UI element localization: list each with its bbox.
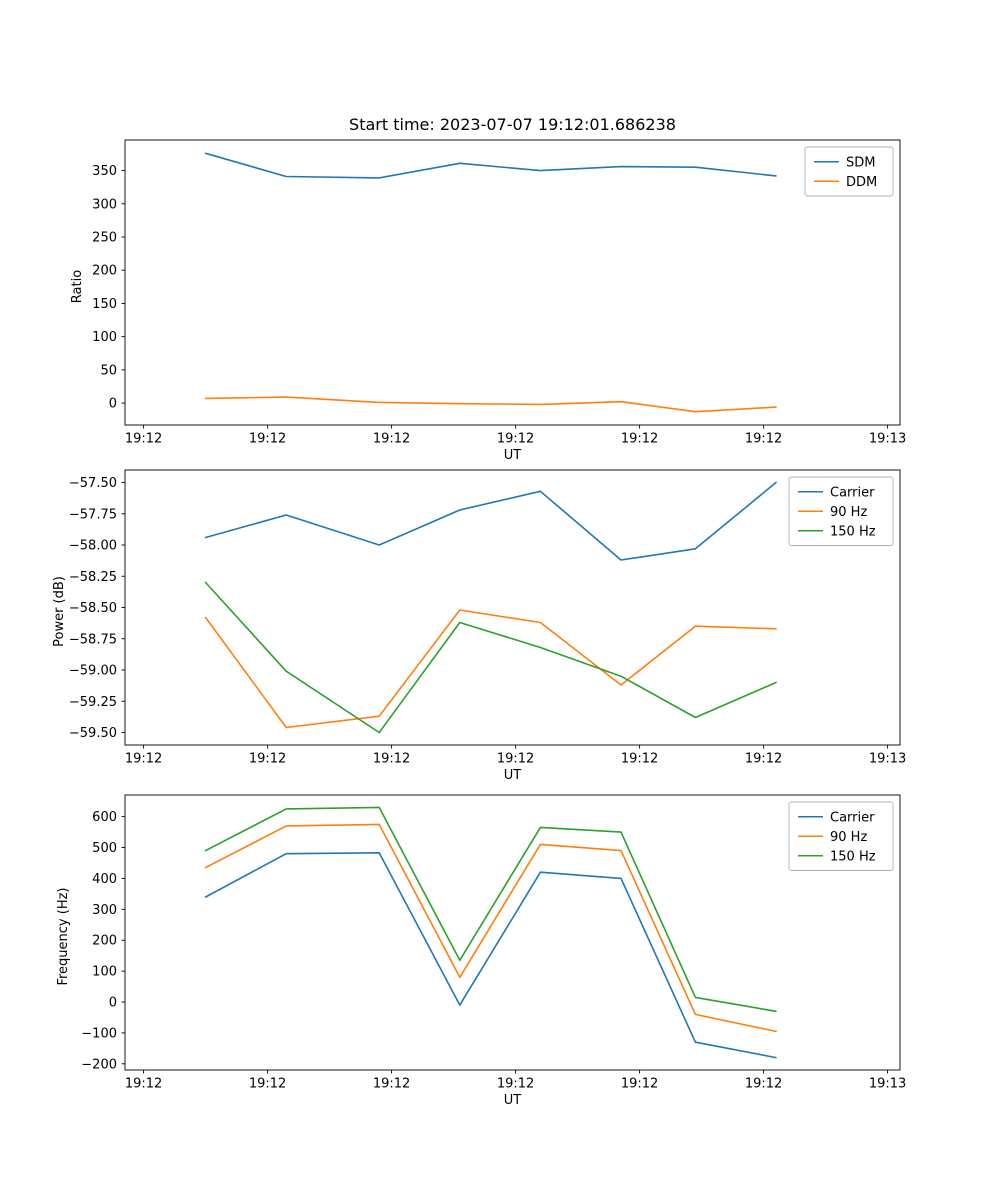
series-line-90-hz (204, 823, 777, 1033)
y-tick-label: −57.75 (69, 507, 117, 522)
x-tick-label: 19:12 (497, 1077, 534, 1092)
x-tick-label: 19:12 (497, 752, 534, 767)
x-tick-label: 19:12 (249, 432, 286, 447)
chart-power-db: 19:12 19:12 19:12 19:12 19:12 19:12 19:13 −59.5… (52, 469, 906, 783)
y-tick-label: 50 (100, 363, 117, 378)
y-tick-label: −58.75 (69, 632, 117, 647)
series-line-carrier (204, 851, 777, 1059)
series-line-carrier (204, 481, 777, 561)
legend-label-sdm: SDM (846, 155, 875, 170)
y-tick-label: 300 (92, 197, 117, 212)
chart-frequency-hz: 19:12 19:12 19:12 19:12 19:12 19:12 19:13 −200 −… (56, 794, 906, 1108)
x-tick-label: 19:12 (125, 1077, 162, 1092)
y-tick-label: 200 (92, 264, 117, 279)
y-tick-label: −59.00 (69, 664, 117, 679)
y-tick-label: 0 (109, 397, 117, 412)
y-tick-label: 350 (92, 164, 117, 179)
plot-frame (124, 794, 901, 1071)
x-tick-label: 19:12 (621, 1077, 658, 1092)
x-tick-label: 19:12 (621, 432, 658, 447)
x-tick-label: 19:13 (869, 752, 906, 767)
y-axis-label: Ratio (70, 270, 85, 303)
x-tick-label: 19:12 (373, 432, 410, 447)
y-tick-label: 150 (92, 297, 117, 312)
y-tick-label: −58.50 (69, 601, 117, 616)
legend-label-150-hz: 150 Hz (830, 849, 876, 864)
y-axis-label: Power (dB) (52, 576, 67, 647)
x-tick-label: 19:12 (621, 752, 658, 767)
x-tick-label: 19:12 (745, 752, 782, 767)
y-tick-label: −57.50 (69, 476, 117, 491)
x-tick-label: 19:12 (497, 432, 534, 447)
x-tick-label: 19:12 (373, 752, 410, 767)
x-tick-label: 19:13 (869, 432, 906, 447)
y-tick-label: −59.25 (69, 695, 117, 710)
series-line-ddm (204, 396, 777, 413)
y-tick-label: −200 (81, 1057, 117, 1072)
x-axis-label: UT (504, 1093, 522, 1108)
y-tick-label: −58.00 (69, 539, 117, 554)
y-tick-label: −59.50 (69, 726, 117, 741)
x-tick-label: 19:12 (249, 1077, 286, 1092)
series-line-90-hz (204, 609, 777, 729)
legend-box (804, 146, 894, 197)
x-tick-label: 19:12 (249, 752, 286, 767)
legend-box (788, 476, 894, 546)
y-tick-label: −100 (81, 1026, 117, 1041)
legend-label-carrier: Carrier (830, 485, 875, 500)
y-tick-label: 300 (92, 903, 117, 918)
x-tick-label: 19:12 (125, 432, 162, 447)
y-tick-label: −58.25 (69, 570, 117, 585)
x-tick-label: 19:13 (869, 1077, 906, 1092)
y-axis-label: Frequency (Hz) (56, 887, 71, 985)
y-tick-label: 500 (92, 841, 117, 856)
chart-ratio: Start time: 2023-07-07 19:12:01.686238 19… (70, 115, 906, 463)
x-axis-label: UT (504, 768, 522, 783)
x-tick-label: 19:12 (125, 752, 162, 767)
legend-label-carrier: Carrier (830, 810, 875, 825)
y-tick-label: 600 (92, 810, 117, 825)
chart-title: Start time: 2023-07-07 19:12:01.686238 (349, 115, 676, 134)
series-line-150-hz (204, 581, 777, 734)
legend-label-150-hz: 150 Hz (830, 524, 876, 539)
x-tick-label: 19:12 (373, 1077, 410, 1092)
series-line-150-hz (204, 806, 777, 1013)
legend-label-90-hz: 90 Hz (830, 830, 867, 845)
legend-label-90-hz: 90 Hz (830, 505, 867, 520)
y-tick-label: 100 (92, 330, 117, 345)
plot-frame (124, 469, 901, 746)
legend-box (788, 801, 894, 871)
x-tick-label: 19:12 (745, 1077, 782, 1092)
y-tick-label: 200 (92, 934, 117, 949)
series-line-sdm (204, 152, 777, 179)
legend-label-ddm: DDM (846, 175, 877, 190)
plot-frame (124, 139, 901, 426)
y-tick-label: 250 (92, 230, 117, 245)
y-tick-label: 400 (92, 872, 117, 887)
x-axis-label: UT (504, 448, 522, 463)
x-tick-label: 19:12 (745, 432, 782, 447)
y-tick-label: 100 (92, 965, 117, 980)
y-tick-label: 0 (109, 996, 117, 1011)
